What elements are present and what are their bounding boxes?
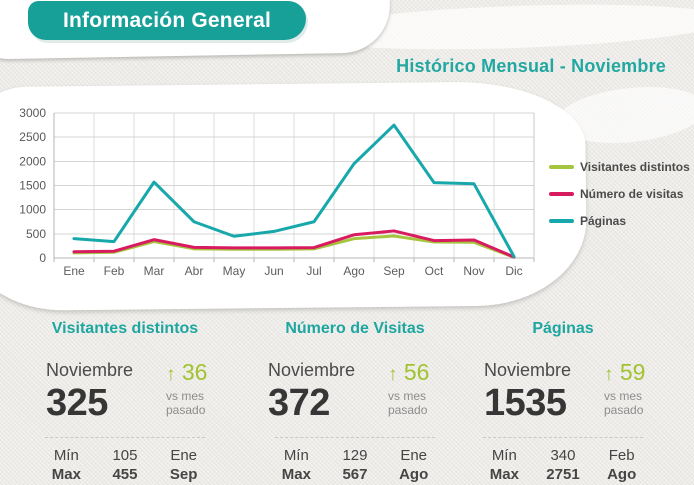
svg-text:Nov: Nov: [463, 264, 484, 278]
page-title: Información General: [62, 8, 272, 32]
max-value: 2751: [546, 466, 580, 483]
svg-text:1500: 1500: [19, 179, 46, 193]
stat-card-main: Noviembre 325 ↑ 36 vs mes pasado: [0, 360, 250, 422]
stat-delta-value: 36: [181, 359, 208, 385]
max-month: Sep: [169, 466, 198, 483]
stat-card-title: Número de Visitas: [285, 320, 425, 337]
svg-text:Ago: Ago: [343, 264, 365, 278]
stat-delta-value: 59: [619, 359, 646, 385]
legend-label: Visitantes distintos: [580, 160, 690, 174]
legend-swatch-green-line-icon: [549, 165, 574, 169]
stat-delta: ↑ 59: [604, 359, 646, 385]
svg-text:Sep: Sep: [383, 264, 405, 278]
legend-item-paginas: Páginas: [549, 214, 690, 228]
min-value: 340: [550, 447, 576, 464]
up-arrow-icon: ↑: [166, 364, 176, 385]
min-label: Mín: [53, 447, 79, 464]
min-value: 129: [342, 447, 368, 464]
stat-card-title: Páginas: [532, 320, 594, 337]
svg-text:May: May: [223, 264, 246, 278]
min-month: Feb: [608, 447, 635, 464]
stat-month: Noviembre: [268, 360, 356, 380]
chart-subtitle: Histórico Mensual - Noviembre: [396, 56, 666, 76]
stat-delta-note: vs mes pasado: [388, 389, 429, 418]
page-title-pill: Información General: [28, 1, 306, 40]
svg-text:Abr: Abr: [185, 264, 204, 278]
stat-card-main: Noviembre 372 ↑ 56 vs mes pasado: [250, 360, 460, 422]
max-month: Ago: [399, 466, 429, 483]
min-month: Ene: [400, 447, 428, 464]
minmax-table: Mín 129 Ene Max 567 Ago: [267, 447, 443, 483]
note-line: pasado: [166, 403, 206, 418]
stat-delta: ↑ 56: [388, 359, 430, 385]
max-label: Max: [51, 466, 81, 483]
stat-delta-value: 56: [403, 359, 430, 385]
chart-legend: Visitantes distintos Número de visitas P…: [549, 160, 690, 228]
up-arrow-icon: ↑: [388, 364, 398, 385]
max-value: 455: [112, 466, 138, 483]
stat-card-main: Noviembre 1535 ↑ 59 vs mes pasado: [460, 360, 666, 422]
stats-section: Visitantes distintos Noviembre 325 ↑ 36 …: [0, 306, 694, 483]
svg-text:3000: 3000: [19, 106, 46, 120]
max-value: 567: [342, 466, 368, 483]
stat-value: 372: [268, 382, 330, 424]
legend-item-visitas: Número de visitas: [549, 187, 690, 201]
legend-item-visitantes: Visitantes distintos: [549, 160, 690, 174]
stat-month: Noviembre: [46, 360, 134, 380]
divider: [275, 437, 435, 438]
stat-card-title: Visitantes distintos: [51, 320, 199, 337]
legend-label: Páginas: [580, 214, 627, 228]
svg-text:500: 500: [26, 227, 46, 241]
legend-swatch-teal-line-icon: [549, 219, 574, 223]
stat-card-visitas: Número de Visitas Noviembre 372 ↑ 56 vs …: [250, 306, 460, 483]
svg-text:2500: 2500: [19, 130, 46, 144]
stat-month: Noviembre: [484, 360, 572, 380]
svg-text:Oct: Oct: [425, 264, 444, 278]
stat-card-visitantes: Visitantes distintos Noviembre 325 ↑ 36 …: [0, 306, 250, 483]
svg-text:Ene: Ene: [63, 264, 85, 278]
stat-delta: ↑ 36: [166, 359, 208, 385]
svg-text:1000: 1000: [19, 203, 46, 217]
svg-text:Mar: Mar: [144, 264, 165, 278]
max-label: Max: [281, 466, 311, 483]
min-label: Mín: [491, 447, 517, 464]
legend-swatch-crimson-line-icon: [549, 192, 574, 196]
svg-text:Feb: Feb: [104, 264, 125, 278]
stat-value: 325: [46, 382, 108, 424]
note-line: vs mes: [166, 389, 205, 403]
svg-text:Jun: Jun: [264, 264, 283, 278]
svg-text:Jul: Jul: [306, 264, 321, 278]
divider: [45, 437, 205, 438]
note-line: vs mes: [604, 389, 643, 403]
minmax-table: Mín 340 Feb Max 2751 Ago: [475, 447, 651, 483]
up-arrow-icon: ↑: [604, 364, 614, 385]
legend-label: Número de visitas: [580, 187, 684, 201]
stat-delta-note: vs mes pasado: [166, 389, 207, 418]
max-label: Max: [489, 466, 519, 483]
note-line: vs mes: [388, 389, 427, 403]
svg-text:0: 0: [39, 251, 46, 265]
stat-value: 1535: [484, 382, 567, 424]
svg-text:2000: 2000: [19, 154, 46, 168]
minmax-table: Mín 105 Ene Max 455 Sep: [37, 447, 213, 483]
max-month: Ago: [607, 466, 637, 483]
stat-card-paginas: Páginas Noviembre 1535 ↑ 59 vs mes pasad…: [460, 306, 666, 483]
note-line: pasado: [388, 403, 428, 418]
min-value: 105: [112, 447, 138, 464]
stat-delta-note: vs mes pasado: [604, 389, 645, 418]
note-line: pasado: [604, 403, 644, 418]
line-chart: 0 500 1000 1500 2000 2500 3000 Ene Feb Mar Abr May J…: [19, 106, 535, 278]
min-month: Ene: [170, 447, 198, 464]
divider: [483, 437, 643, 438]
min-label: Mín: [283, 447, 309, 464]
svg-text:Dic: Dic: [505, 264, 522, 278]
